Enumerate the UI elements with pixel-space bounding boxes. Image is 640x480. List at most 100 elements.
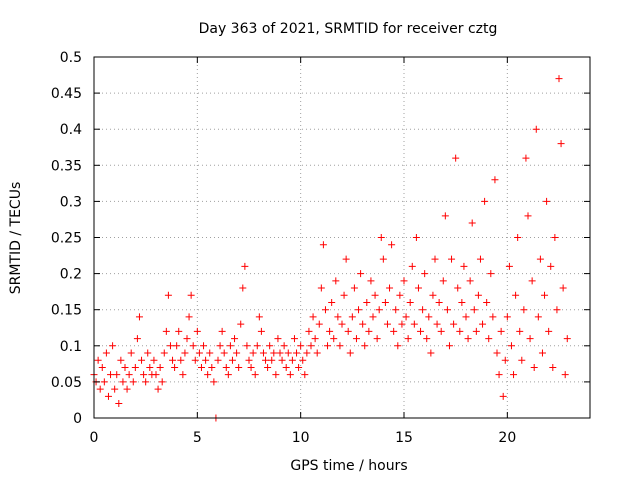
data-point: [507, 342, 515, 350]
data-point: [524, 212, 532, 220]
data-point: [441, 212, 449, 220]
data-point: [262, 356, 270, 364]
data-point: [363, 298, 371, 306]
data-point: [152, 371, 160, 379]
data-point: [104, 392, 112, 400]
data-point: [462, 313, 470, 321]
data-point: [555, 75, 563, 83]
data-point: [557, 140, 565, 148]
x-tick-label: 0: [90, 430, 99, 446]
data-point: [330, 335, 338, 343]
y-tick-label: 0: [73, 411, 82, 427]
data-point: [532, 125, 540, 133]
data-point: [160, 349, 168, 357]
data-point: [355, 306, 363, 314]
data-point: [551, 234, 559, 241]
data-point: [164, 291, 172, 299]
y-tick-label: 0.45: [51, 86, 82, 102]
data-point: [278, 356, 286, 364]
data-point: [117, 356, 125, 364]
data-point: [423, 335, 431, 343]
data-point: [346, 349, 354, 357]
data-point: [146, 363, 154, 371]
data-point: [479, 320, 487, 328]
y-tick-labels: 0 0.05 0.1 0.15 0.2 0.25 0.3 0.35 0.4 0.45 0.5: [51, 50, 82, 427]
data-point: [259, 349, 267, 357]
data-point: [516, 327, 524, 335]
data-point: [266, 342, 274, 350]
data-point: [297, 342, 305, 350]
data-point: [396, 291, 404, 299]
data-point: [534, 313, 542, 321]
data-point: [133, 335, 141, 343]
x-axis-label: GPS time / hours: [290, 458, 407, 474]
data-point: [255, 313, 263, 321]
data-point: [379, 255, 387, 263]
data-point: [495, 371, 503, 379]
data-point: [489, 313, 497, 321]
data-point: [191, 356, 199, 364]
data-point: [443, 306, 451, 314]
data-point: [429, 291, 437, 299]
data-point: [109, 342, 117, 350]
data-point: [350, 284, 358, 292]
data-point: [491, 176, 499, 184]
data-point: [392, 306, 400, 314]
data-point: [497, 327, 505, 335]
data-point: [547, 262, 555, 270]
data-point: [526, 335, 534, 343]
x-tick-label: 5: [193, 430, 202, 446]
data-point: [121, 363, 129, 371]
data-point: [394, 342, 402, 350]
data-point: [290, 335, 298, 343]
data-point: [352, 335, 360, 343]
data-point: [501, 356, 509, 364]
data-point: [241, 262, 249, 270]
data-point: [202, 356, 210, 364]
data-point: [272, 371, 280, 379]
data-point: [334, 313, 342, 321]
data-point: [530, 363, 538, 371]
y-tick-label: 0.15: [51, 303, 82, 319]
data-point: [543, 197, 551, 205]
data-point: [437, 327, 445, 335]
data-point: [417, 327, 425, 335]
data-point: [377, 234, 385, 241]
data-point: [359, 320, 367, 328]
data-point: [425, 313, 433, 321]
x-tick-labels: 0 5 10 15 20: [90, 430, 517, 446]
data-point: [342, 255, 350, 263]
data-point: [311, 335, 319, 343]
data-point: [127, 349, 135, 357]
data-point: [536, 255, 544, 263]
data-point: [119, 378, 127, 386]
data-point: [195, 349, 203, 357]
data-point: [111, 385, 119, 393]
data-point: [553, 306, 561, 314]
data-point: [336, 342, 344, 350]
data-point: [456, 327, 464, 335]
data-point: [328, 298, 336, 306]
data-point: [338, 320, 346, 328]
data-point: [200, 342, 208, 350]
data-point: [313, 349, 321, 357]
data-point: [388, 241, 396, 249]
data-point: [433, 320, 441, 328]
data-point: [305, 327, 313, 335]
x-tick-label: 20: [498, 430, 516, 446]
y-tick-label: 0.1: [60, 339, 82, 355]
data-point: [183, 335, 191, 343]
y-axis-label: SRMTID / TECUs: [8, 182, 24, 295]
data-point: [282, 363, 290, 371]
data-point: [288, 356, 296, 364]
data-point: [410, 320, 418, 328]
data-point: [518, 356, 526, 364]
data-point: [131, 363, 139, 371]
data-point: [303, 349, 311, 357]
data-point: [177, 356, 185, 364]
data-point: [115, 400, 123, 408]
data-point: [284, 349, 292, 357]
data-point: [505, 262, 513, 270]
data-point: [503, 313, 511, 321]
